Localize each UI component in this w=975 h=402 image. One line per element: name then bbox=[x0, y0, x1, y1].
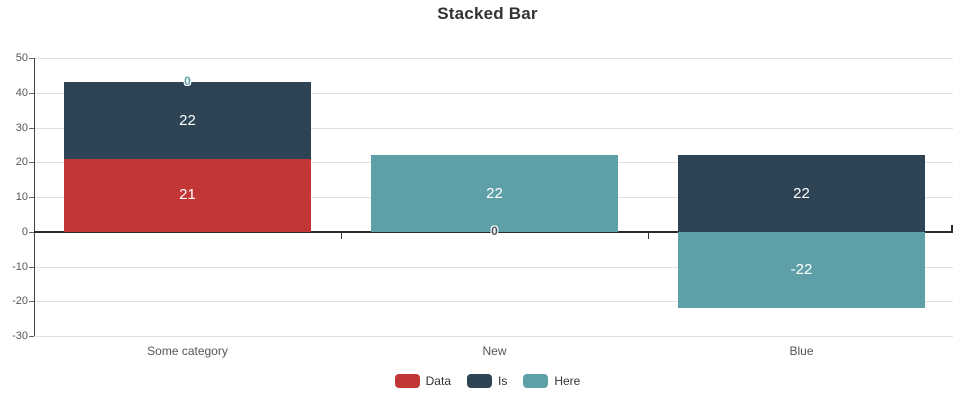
x-axis-category-label: Blue bbox=[789, 344, 814, 358]
x-axis-category-label: New bbox=[482, 344, 507, 358]
bar-segment-here[interactable] bbox=[371, 155, 618, 232]
legend-item-here[interactable]: Here bbox=[523, 374, 580, 388]
bar-value-label: 22 bbox=[486, 184, 503, 202]
y-axis-tick-label: -30 bbox=[12, 330, 28, 342]
chart-title: Stacked Bar bbox=[437, 4, 538, 23]
y-axis-tick bbox=[29, 336, 34, 337]
x-axis-tick bbox=[648, 232, 649, 239]
legend-label: Here bbox=[554, 374, 581, 388]
y-axis-tick bbox=[29, 301, 34, 303]
y-axis-tick-label: 0 bbox=[21, 225, 28, 238]
zero-axis-line bbox=[34, 230, 953, 233]
y-axis-line bbox=[34, 58, 35, 336]
y-axis-tick-label: 20 bbox=[15, 156, 28, 169]
gridline bbox=[34, 58, 953, 59]
bar-segment-is[interactable] bbox=[64, 82, 311, 159]
y-axis-tick-label: 10 bbox=[15, 191, 28, 203]
y-axis-tick-label: -10 bbox=[12, 260, 28, 273]
y-axis-tick-label: -20 bbox=[12, 295, 28, 308]
zero-axis-end-tick bbox=[951, 224, 953, 231]
zero-value-label: 0 bbox=[184, 74, 191, 89]
x-axis-category-label: Some category bbox=[147, 344, 228, 358]
zero-value-label: 0 bbox=[491, 223, 498, 238]
bar-segment-here[interactable] bbox=[678, 231, 925, 309]
y-axis-tick-label: 40 bbox=[15, 86, 28, 99]
y-axis-tick bbox=[29, 127, 34, 129]
legend-label: Is bbox=[498, 374, 508, 388]
gridline bbox=[34, 92, 953, 94]
gridline bbox=[34, 336, 953, 337]
y-axis-tick-label: 50 bbox=[15, 52, 28, 64]
y-axis-tick bbox=[29, 231, 34, 233]
y-axis-tick bbox=[29, 92, 34, 94]
bar-value-label: 22 bbox=[793, 184, 810, 202]
legend: Data Is Here bbox=[0, 374, 975, 388]
legend-swatch bbox=[467, 374, 492, 388]
y-axis-tick bbox=[29, 58, 34, 59]
legend-label: Data bbox=[425, 374, 451, 388]
gridline bbox=[34, 127, 953, 129]
bar-value-label: -22 bbox=[790, 260, 813, 278]
legend-swatch bbox=[523, 374, 549, 388]
y-axis-tick bbox=[29, 266, 34, 268]
gridline bbox=[34, 301, 953, 303]
legend-item-data[interactable]: Data bbox=[394, 374, 451, 388]
bar-segment-data[interactable] bbox=[64, 158, 311, 232]
gridline bbox=[34, 266, 953, 268]
x-axis-tick bbox=[341, 232, 342, 239]
y-axis-tick-label: 30 bbox=[15, 121, 28, 134]
legend-item-is[interactable]: Is bbox=[467, 374, 507, 388]
bar-segment-is[interactable] bbox=[678, 155, 925, 232]
bar-value-label: 22 bbox=[179, 111, 196, 129]
legend-swatch bbox=[394, 374, 420, 388]
y-axis-tick bbox=[29, 162, 34, 164]
y-axis-tick bbox=[29, 197, 34, 198]
bar-value-label: 21 bbox=[179, 186, 196, 204]
